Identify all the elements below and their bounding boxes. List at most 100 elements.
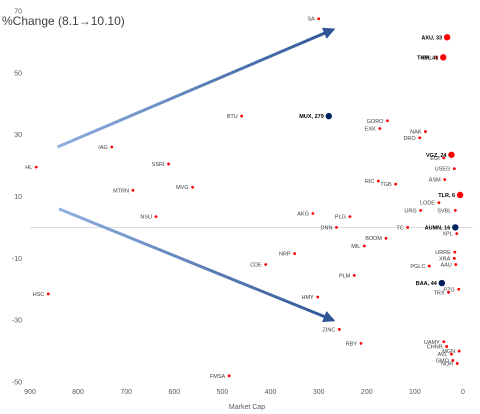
- data-point: [442, 340, 446, 344]
- data-point: [443, 34, 451, 41]
- data-label: MUX, 279: [299, 114, 323, 120]
- data-point: [378, 127, 382, 130]
- data-point: [311, 212, 315, 215]
- data-point: [435, 55, 438, 59]
- data-label: GPL: [422, 55, 433, 61]
- data-point: [348, 215, 352, 218]
- data-label: ZINC: [323, 327, 336, 333]
- data-point: [293, 252, 297, 256]
- data-label: NSU: [140, 215, 152, 221]
- data-label: PGLC: [410, 264, 425, 270]
- data-label: XRA: [439, 256, 451, 262]
- x-tick-label: 700: [120, 389, 132, 396]
- y-tick-label: -30: [12, 318, 22, 325]
- data-label: DRO: [403, 136, 416, 142]
- data-label: PLM: [339, 273, 351, 279]
- data-label: NRP: [279, 252, 291, 258]
- data-label: MGN: [442, 349, 455, 355]
- data-label: SSRI: [152, 162, 165, 168]
- data-label: SA: [307, 17, 315, 23]
- data-label: EGI: [430, 156, 440, 162]
- x-tick-label: 300: [313, 389, 325, 396]
- data-label: PLG: [335, 215, 346, 221]
- data-point: [376, 179, 380, 183]
- data-point: [438, 279, 446, 287]
- data-point: [437, 201, 441, 205]
- data-point: [453, 250, 457, 254]
- data-label: URG: [404, 208, 416, 214]
- data-label: UAMY: [424, 340, 440, 346]
- data-label: TLR, 6: [438, 193, 455, 199]
- data-point: [352, 273, 356, 277]
- data-label: XPL: [442, 232, 452, 238]
- data-point: [419, 209, 423, 212]
- data-point: [264, 263, 268, 266]
- data-point: [386, 119, 389, 123]
- x-tick-label: 400: [265, 389, 277, 396]
- data-label: CHNR: [427, 344, 443, 350]
- data-point: [456, 191, 464, 199]
- y-tick-label: -50: [12, 380, 22, 387]
- data-label: CDE: [250, 263, 262, 269]
- data-label: HL: [25, 165, 32, 171]
- data-point: [34, 165, 38, 169]
- x-tick-label: 100: [409, 389, 421, 396]
- data-label: EXK: [365, 126, 376, 132]
- data-label: VGZ, 24: [426, 153, 447, 159]
- data-point: [316, 295, 320, 299]
- data-label: HSC: [33, 292, 45, 298]
- data-point: [452, 224, 459, 231]
- x-tick-label: 0: [461, 389, 465, 396]
- x-tick-label: 900: [24, 389, 36, 396]
- data-label: RBY: [346, 341, 358, 347]
- data-point: [46, 292, 50, 296]
- data-point: [445, 345, 449, 348]
- data-label: IAG: [98, 145, 107, 151]
- data-label: RIC: [365, 179, 375, 185]
- data-point: [154, 215, 158, 218]
- x-axis-label: Market Cap: [229, 404, 265, 411]
- y-tick-label: 50: [14, 70, 22, 77]
- data-point: [317, 17, 321, 21]
- data-point: [191, 185, 195, 189]
- data-point: [454, 263, 458, 266]
- data-point: [424, 130, 427, 133]
- data-label: ASM: [429, 177, 441, 183]
- data-point: [455, 362, 459, 365]
- data-label: DNN: [321, 225, 333, 231]
- data-label: AUMN, 16: [425, 225, 451, 231]
- data-label: AKG: [297, 212, 309, 218]
- data-label: LODE: [420, 201, 435, 207]
- data-point: [131, 188, 135, 192]
- data-point: [418, 136, 422, 140]
- data-label: AVL: [437, 352, 447, 358]
- data-point: [447, 290, 450, 294]
- axes-group: 900 800 700 600 500 400 300 200 100 0 70 50 30 10 -10 -…: [12, 9, 473, 396]
- data-label: TRX: [434, 290, 445, 296]
- data-point: [442, 156, 446, 160]
- data-label: THM, 41: [417, 55, 438, 61]
- data-label: SVBL: [437, 208, 451, 214]
- x-tick-label: 600: [168, 389, 180, 396]
- data-label: MIL: [351, 244, 360, 250]
- data-point: [450, 352, 453, 356]
- data-point: [337, 328, 341, 331]
- data-label: AAU: [440, 263, 451, 269]
- data-label: GMO: [436, 358, 450, 364]
- chart-title: %Change (8.1→10.10): [2, 14, 125, 28]
- data-point: [427, 264, 431, 268]
- data-point: [451, 358, 455, 362]
- y-tick-label: 10: [14, 194, 22, 201]
- data-point: [362, 244, 366, 248]
- data-point: [110, 145, 114, 149]
- data-point: [453, 209, 457, 212]
- data-label: GORO: [367, 119, 385, 125]
- data-label: USEG: [435, 167, 451, 173]
- data-label: TGB: [380, 182, 392, 188]
- data-label: HMY: [301, 295, 314, 301]
- data-label: FMSA: [210, 374, 226, 380]
- data-label: MTRN: [113, 188, 129, 194]
- data-point: [394, 182, 398, 186]
